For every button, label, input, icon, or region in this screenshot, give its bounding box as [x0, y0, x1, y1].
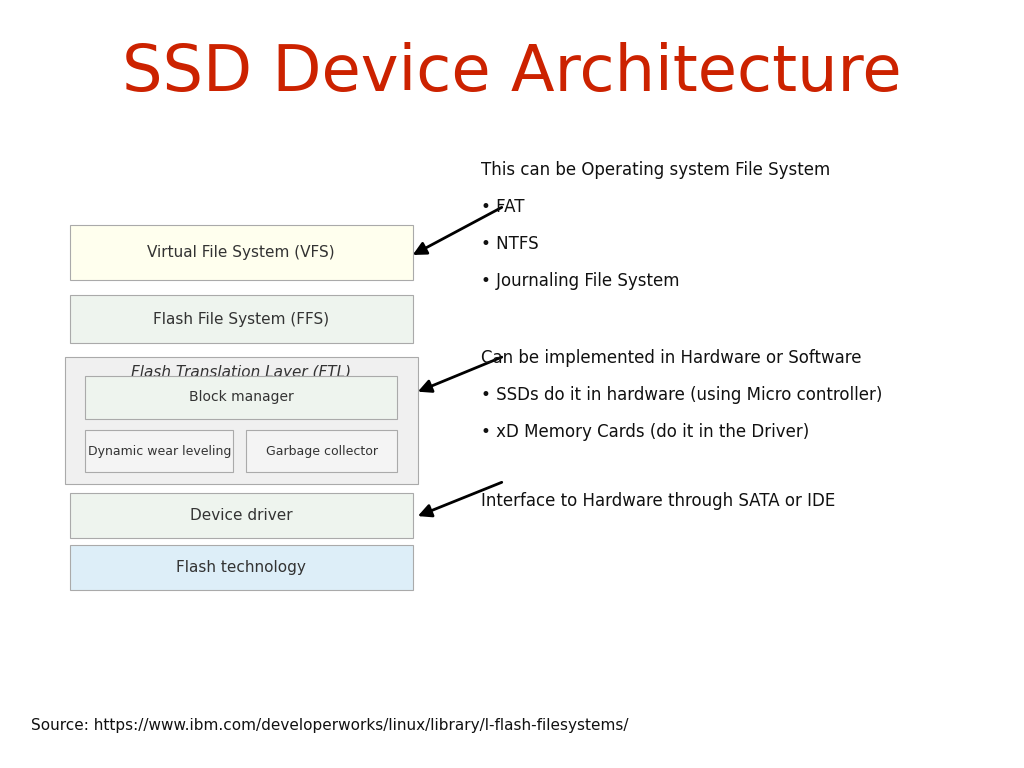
Text: Source: https://www.ibm.com/developerworks/linux/library/l-flash-filesystems/: Source: https://www.ibm.com/developerwor…: [31, 718, 628, 733]
Text: • xD Memory Cards (do it in the Driver): • xD Memory Cards (do it in the Driver): [481, 423, 810, 441]
Text: Dynamic wear leveling: Dynamic wear leveling: [87, 445, 231, 458]
Text: Interface to Hardware through SATA or IDE: Interface to Hardware through SATA or ID…: [481, 492, 836, 509]
Text: Block manager: Block manager: [188, 390, 294, 405]
Text: • Journaling File System: • Journaling File System: [481, 272, 680, 290]
FancyBboxPatch shape: [85, 376, 397, 419]
FancyBboxPatch shape: [246, 430, 397, 472]
FancyBboxPatch shape: [70, 493, 413, 538]
FancyBboxPatch shape: [70, 295, 413, 343]
Text: Device driver: Device driver: [189, 508, 293, 523]
FancyBboxPatch shape: [70, 545, 413, 590]
FancyBboxPatch shape: [65, 357, 418, 484]
Text: Flash Translation Layer (FTL): Flash Translation Layer (FTL): [131, 365, 351, 380]
Text: Flash File System (FFS): Flash File System (FFS): [154, 312, 329, 326]
Text: • NTFS: • NTFS: [481, 235, 539, 253]
FancyBboxPatch shape: [70, 225, 413, 280]
Text: • FAT: • FAT: [481, 198, 524, 216]
Text: Virtual File System (VFS): Virtual File System (VFS): [147, 245, 335, 260]
Text: • SSDs do it in hardware (using Micro controller): • SSDs do it in hardware (using Micro co…: [481, 386, 883, 404]
Text: This can be Operating system File System: This can be Operating system File System: [481, 161, 830, 179]
Text: Garbage collector: Garbage collector: [265, 445, 378, 458]
Text: SSD Device Architecture: SSD Device Architecture: [122, 42, 902, 104]
FancyBboxPatch shape: [85, 430, 233, 472]
Text: Flash technology: Flash technology: [176, 560, 306, 575]
Text: Can be implemented in Hardware or Software: Can be implemented in Hardware or Softwa…: [481, 349, 862, 367]
